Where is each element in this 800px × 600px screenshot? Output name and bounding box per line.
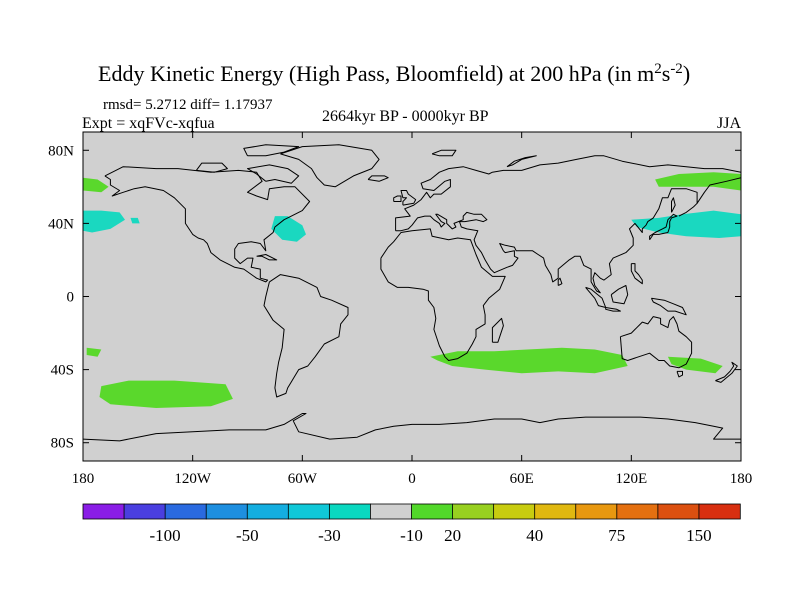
coastline-eurasia (395, 155, 741, 294)
colorbar-label-5: 40 (526, 526, 543, 545)
coastline-greenland (280, 144, 380, 188)
colorbar-swatch-3 (205, 503, 248, 520)
anomaly-region-8 (667, 356, 723, 374)
coastline-antarctica (83, 413, 741, 442)
anomaly-region-3 (130, 217, 140, 224)
x-tick-label-4: 60E (510, 471, 534, 487)
chart-title-units-s: s (662, 61, 671, 86)
colorbar-swatch-6 (328, 503, 372, 520)
coastline-british-isles (400, 190, 417, 206)
coastline-java (605, 307, 621, 312)
colorbar-label-1: -50 (236, 526, 259, 545)
coastline-madagascar (491, 317, 504, 343)
colorbar-swatch-14 (657, 503, 700, 520)
x-tick-label-6: 180 (730, 471, 753, 487)
y-tick-label-4: 80S (51, 436, 74, 452)
y-tick-label-2: 0 (67, 290, 75, 306)
coastline-hokkaido-kurils (678, 202, 698, 217)
coastline-africa (380, 228, 506, 361)
anomaly-region-7 (430, 347, 628, 374)
anomaly-region-9 (86, 347, 102, 357)
colorbar-label-6: 75 (608, 526, 625, 545)
x-tick-label-0: 180 (72, 471, 95, 487)
coastlines (83, 144, 741, 442)
experiment-label: Expt = xqFVc-xqfua (82, 115, 215, 132)
y-tick-label-1: 40N (48, 216, 74, 232)
map-background (83, 132, 741, 461)
coastline-victoria-island (195, 162, 228, 173)
period-label: 2664kyr BP - 0000kyr BP (322, 108, 489, 125)
coastline-novaya-zemlya (506, 155, 537, 168)
colorbar-swatch-7 (370, 503, 413, 520)
colorbar-label-0: -100 (150, 526, 181, 545)
colorbar-swatch-10 (493, 503, 536, 520)
colorbar-swatch-15 (698, 503, 741, 520)
coastline-iceland (367, 175, 389, 182)
colorbar (82, 503, 741, 520)
y-tick-label-3: 40S (51, 363, 74, 379)
x-tick-label-3: 0 (408, 471, 416, 487)
x-tick-label-1: 120W (174, 471, 212, 487)
season-label: JJA (717, 115, 741, 132)
coastline-ellesmere-island (243, 144, 300, 157)
coastline-ireland (393, 195, 402, 202)
chart-title-units-sup2: -2 (670, 61, 683, 77)
coastline-tasmania (676, 370, 683, 378)
anomaly-region-5 (655, 172, 741, 191)
coastline-baffin-island (247, 164, 300, 184)
colorbar-swatch-8 (411, 503, 454, 520)
x-tick-label-5: 120E (615, 471, 647, 487)
coastline-borneo (610, 285, 629, 305)
colorbar-label-4: 20 (444, 526, 461, 545)
coastline-sri-lanka (557, 277, 563, 286)
colorbar-labels: -100 -50 -30 -10 20 40 75 150 (150, 526, 712, 545)
anomaly-region-2 (83, 210, 125, 233)
colorbar-label-3: -10 (400, 526, 423, 545)
coastline-cuba (256, 254, 278, 261)
coastline-australia (619, 316, 693, 369)
colorbar-swatch-1 (123, 503, 166, 520)
x-axis: 180 120W 60W 0 60E 120E 180 (72, 132, 753, 487)
y-axis: 80N 40N 0 40S 80S (48, 143, 741, 452)
x-tick-label-2: 60W (288, 471, 318, 487)
coastline-japan (649, 213, 678, 241)
colorbar-swatch-13 (616, 503, 659, 520)
anomaly-region-10 (99, 380, 233, 408)
coastline-philippines (630, 263, 643, 285)
anomaly-region-1 (83, 177, 109, 193)
colorbar-swatch-12 (575, 503, 618, 520)
y-tick-label-0: 80N (48, 143, 74, 159)
colorbar-swatch-9 (452, 503, 495, 520)
chart-title-units-sup1: 2 (654, 61, 662, 77)
coastline-new-guinea (650, 297, 687, 316)
coastline-north-america (104, 166, 311, 283)
colorbar-label-7: 150 (686, 526, 712, 545)
colorbar-swatch-0 (82, 503, 125, 520)
svg-text:Eddy Kinetic Energy (High Pass: Eddy Kinetic Energy (High Pass, Bloomfie… (98, 61, 690, 86)
chart-title-text: Eddy Kinetic Energy (High Pass, Bloomfie… (98, 61, 654, 86)
coastline-sakhalin (671, 197, 676, 213)
colorbar-swatch-11 (534, 503, 577, 520)
colorbar-swatch-4 (246, 503, 290, 520)
chart-title-units-close: ) (683, 61, 690, 86)
colorbar-swatch-5 (287, 503, 331, 520)
stats-line: rmsd= 5.2712 diff= 1.17937 (103, 97, 273, 113)
colorbar-swatch-2 (164, 503, 207, 520)
coastline-south-america (263, 274, 349, 398)
coastline-new-zealand (715, 361, 738, 383)
chart-title: Eddy Kinetic Energy (High Pass, Bloomfie… (98, 61, 690, 86)
colorbar-label-2: -30 (318, 526, 341, 545)
coastline-svalbard (431, 149, 457, 157)
